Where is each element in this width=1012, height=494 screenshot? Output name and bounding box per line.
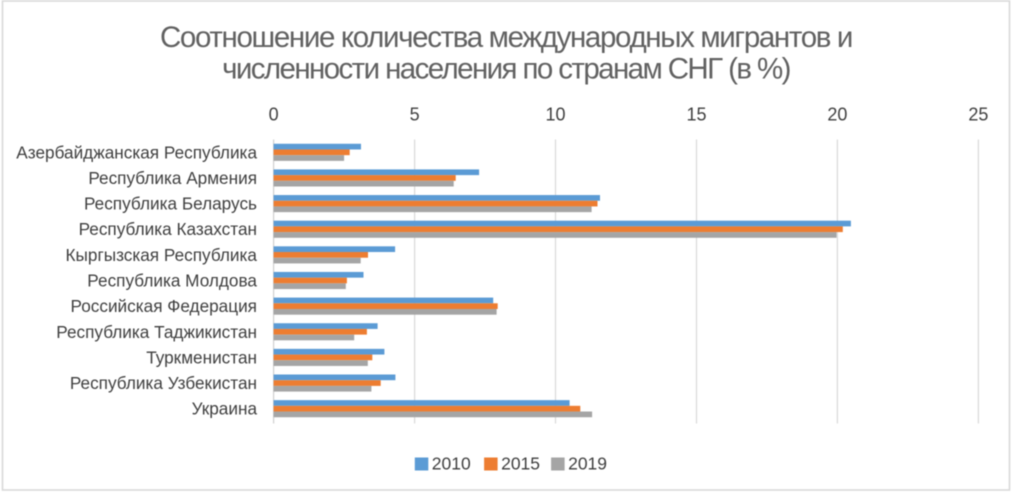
svg-text:Российская Федерация: Российская Федерация xyxy=(71,296,258,316)
svg-text:Соотношение количества междуна: Соотношение количества международных миг… xyxy=(160,21,852,54)
svg-text:2019: 2019 xyxy=(568,454,607,474)
svg-text:20: 20 xyxy=(827,105,847,125)
svg-text:Республика Узбекистан: Республика Узбекистан xyxy=(70,373,257,393)
svg-text:2015: 2015 xyxy=(501,454,540,474)
svg-text:Азербайджанская Республика: Азербайджанская Республика xyxy=(16,142,257,162)
svg-text:0: 0 xyxy=(269,105,279,125)
svg-text:Республика Молдова: Республика Молдова xyxy=(87,271,257,291)
svg-text:Кыргызская Республика: Кыргызская Республика xyxy=(66,245,258,265)
svg-text:15: 15 xyxy=(686,105,706,125)
svg-text:Республика Казахстан: Республика Казахстан xyxy=(79,219,257,239)
svg-text:Украина: Украина xyxy=(192,399,258,419)
svg-text:5: 5 xyxy=(410,105,420,125)
svg-text:Республика Беларусь: Республика Беларусь xyxy=(84,194,257,214)
svg-text:25: 25 xyxy=(968,105,988,125)
svg-text:Республика Таджикистан: Республика Таджикистан xyxy=(56,322,257,342)
svg-text:Республика Армения: Республика Армения xyxy=(88,168,257,188)
svg-text:численности населения по стран: численности населения по странам СНГ (в … xyxy=(222,53,790,86)
svg-text:10: 10 xyxy=(545,105,565,125)
svg-text:2010: 2010 xyxy=(432,454,471,474)
svg-text:Туркменистан: Туркменистан xyxy=(146,347,257,367)
